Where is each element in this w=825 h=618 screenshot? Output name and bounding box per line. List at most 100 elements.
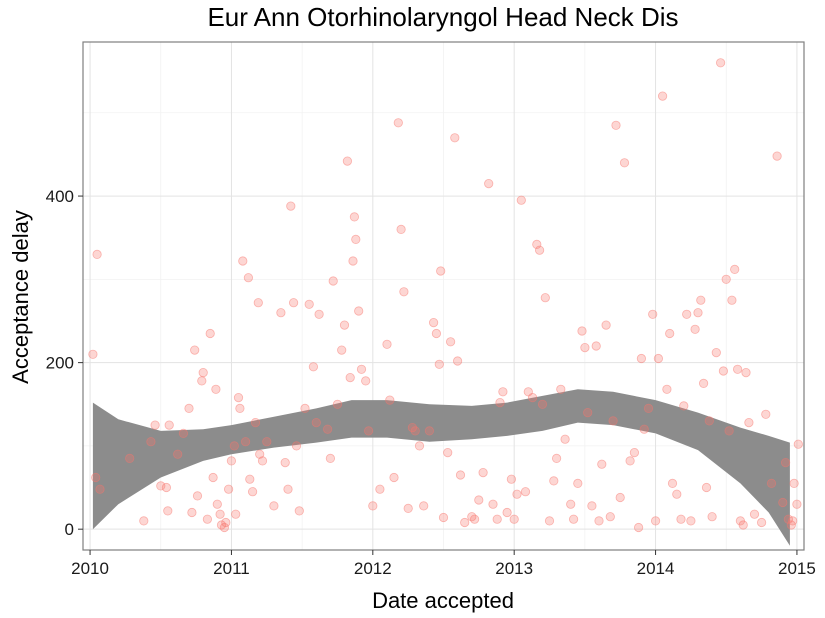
data-point xyxy=(793,439,803,449)
x-tick-label: 2012 xyxy=(354,559,392,578)
data-point xyxy=(332,399,343,409)
data-point xyxy=(568,514,579,524)
data-point xyxy=(778,497,788,508)
data-point xyxy=(438,512,449,523)
data-point xyxy=(156,481,166,491)
data-point xyxy=(452,356,463,366)
data-point xyxy=(215,509,225,519)
data-point xyxy=(594,516,604,526)
data-point xyxy=(633,522,644,533)
data-point xyxy=(368,501,378,511)
data-point xyxy=(382,339,392,349)
smooth-band xyxy=(92,389,790,546)
data-point xyxy=(636,353,647,364)
data-point xyxy=(715,58,726,68)
data-point xyxy=(527,392,538,403)
data-point xyxy=(583,407,593,418)
data-point xyxy=(226,456,236,466)
data-point xyxy=(348,256,358,266)
data-point xyxy=(540,293,550,303)
data-point xyxy=(257,456,268,466)
data-point xyxy=(676,514,686,524)
x-tick-label: 2011 xyxy=(213,559,250,578)
data-point xyxy=(537,399,548,409)
data-point xyxy=(682,309,692,319)
data-point xyxy=(245,474,255,484)
data-point xyxy=(662,384,672,394)
data-point xyxy=(516,195,526,205)
panel-border xyxy=(82,41,805,551)
data-point xyxy=(419,501,429,511)
data-point xyxy=(679,401,689,411)
data-point xyxy=(701,482,712,493)
data-point xyxy=(393,118,403,128)
data-point xyxy=(667,478,678,488)
axes: 2010 2011 2012 2013 2014 2015 0 200 400 xyxy=(46,187,816,578)
data-point xyxy=(300,403,310,413)
data-point xyxy=(704,416,714,426)
data-point xyxy=(139,516,149,526)
data-point xyxy=(351,234,361,244)
data-point xyxy=(337,345,347,355)
data-point xyxy=(396,224,406,234)
data-point xyxy=(216,520,227,530)
data-point xyxy=(549,476,559,486)
x-tick-label: 2014 xyxy=(637,559,675,578)
data-point xyxy=(566,499,576,509)
data-point xyxy=(88,349,98,359)
data-point xyxy=(534,245,545,255)
data-point xyxy=(262,437,272,447)
data-point xyxy=(95,484,105,494)
data-point xyxy=(498,387,508,397)
x-tick-label: 2013 xyxy=(495,559,533,578)
data-point xyxy=(342,156,352,166)
data-point xyxy=(718,366,729,376)
data-point xyxy=(520,487,531,497)
data-point xyxy=(304,299,314,309)
x-tick-label: 2015 xyxy=(778,559,816,578)
data-point xyxy=(756,517,767,528)
y-axis-title: Acceptance delay xyxy=(8,210,33,384)
data-point xyxy=(772,151,782,161)
data-point xyxy=(238,256,248,266)
data-point xyxy=(556,384,566,394)
data-point xyxy=(294,506,304,516)
data-point xyxy=(672,489,682,499)
grid xyxy=(83,42,804,550)
data-point xyxy=(308,362,318,372)
data-point xyxy=(693,308,703,318)
data-point xyxy=(707,512,717,522)
data-point xyxy=(492,514,502,524)
data-point xyxy=(192,491,203,501)
data-point xyxy=(512,489,522,499)
data-point xyxy=(354,306,364,316)
points-layer xyxy=(88,58,803,533)
chart-title: Eur Ann Otorhinolaryngol Head Neck Dis xyxy=(207,2,678,32)
data-point xyxy=(146,437,156,447)
data-point xyxy=(229,441,239,451)
data-point xyxy=(243,273,253,283)
data-point xyxy=(283,484,293,494)
data-point xyxy=(436,266,446,276)
data-point xyxy=(255,449,265,459)
data-point xyxy=(248,487,258,497)
data-point xyxy=(789,478,799,488)
data-point xyxy=(424,426,434,436)
data-point xyxy=(445,337,456,347)
data-point xyxy=(573,478,583,488)
data-point xyxy=(450,133,460,143)
data-point xyxy=(403,503,413,513)
data-point xyxy=(375,484,385,494)
data-point xyxy=(532,239,542,249)
data-point xyxy=(253,298,263,308)
data-point xyxy=(224,484,234,494)
data-point xyxy=(591,341,601,351)
data-point xyxy=(328,276,338,286)
data-point xyxy=(577,326,587,336)
data-point xyxy=(665,328,675,339)
data-point xyxy=(173,449,183,459)
data-point xyxy=(291,441,302,451)
data-point xyxy=(235,403,245,413)
data-point xyxy=(443,447,453,458)
